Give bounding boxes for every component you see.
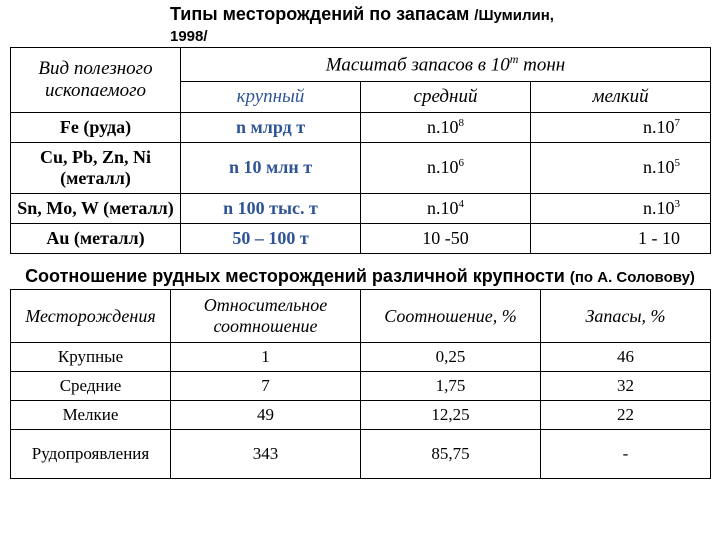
t1-row-small: 1 - 10 [531,223,711,253]
title-table2: Соотношение рудных месторождений различн… [10,266,710,287]
t2-name: Крупные [11,343,171,372]
t1-row-small: n.103 [531,193,711,223]
t2-header-0: Месторождения [11,290,171,343]
t2-pct: 0,25 [361,343,541,372]
t1-header-scale-pre: Масштаб запасов в 10 [326,55,510,76]
t1-subheader-small: мелкий [531,81,711,112]
t2-row: Средние 7 1,75 32 [11,372,711,401]
t1-row: Fe (руда) n млрд т n.108 n.107 [11,112,711,142]
t1-row: Au (металл) 50 – 100 т 10 -50 1 - 10 [11,223,711,253]
t1-row-mid: 10 -50 [361,223,531,253]
t1-header-kind: Вид полезного ископаемого [11,48,181,112]
t1-header-scale-post: тонн [518,55,565,76]
t1-subheader-large: крупный [181,81,361,112]
title1-main: Типы месторождений по запасам [170,4,474,24]
title2-source: (по А. Соловову) [570,269,695,286]
table-deposit-ratio: Месторождения Относительное соотношение … [10,289,711,479]
t2-row: Крупные 1 0,25 46 [11,343,711,372]
t1-row-name: Au (металл) [11,223,181,253]
t2-header-3: Запасы, % [541,290,711,343]
t2-stock: 46 [541,343,711,372]
t1-row-name: Sn, Mo, W (металл) [11,193,181,223]
t1-row-small: n.107 [531,112,711,142]
t1-row-large: 50 – 100 т [181,223,361,253]
t1-row-mid: n.104 [361,193,531,223]
t2-name: Рудопроявления [11,430,171,479]
t1-row-large: n 10 млн т [181,142,361,193]
t1-row-name: Cu, Pb, Zn, Ni (металл) [11,142,181,193]
t2-name: Средние [11,372,171,401]
t1-row-large: n млрд т [181,112,361,142]
t1-row: Sn, Mo, W (металл) n 100 тыс. т n.104 n.… [11,193,711,223]
t2-pct: 85,75 [361,430,541,479]
t2-pct: 1,75 [361,372,541,401]
page: Типы месторождений по запасам /Шумилин, … [0,0,720,479]
title-table1: Типы месторождений по запасам /Шумилин, … [170,4,570,45]
t1-header-scale: Масштаб запасов в 10m тонн [181,48,711,81]
t1-header-kind-l2: ископаемого [45,80,146,101]
t2-rel: 343 [171,430,361,479]
title2-main: Соотношение рудных месторождений различн… [25,266,570,286]
t1-subheader-medium: средний [361,81,531,112]
t1-row-large: n 100 тыс. т [181,193,361,223]
t2-stock: 22 [541,401,711,430]
t1-row-small: n.105 [531,142,711,193]
t2-rel: 7 [171,372,361,401]
t2-stock: - [541,430,711,479]
t1-row-mid: n.108 [361,112,531,142]
t2-row: Рудопроявления 343 85,75 - [11,430,711,479]
t1-header-kind-l1: Вид полезного [38,58,152,79]
t2-row: Мелкие 49 12,25 22 [11,401,711,430]
t1-row: Cu, Pb, Zn, Ni (металл) n 10 млн т n.106… [11,142,711,193]
t2-name: Мелкие [11,401,171,430]
t2-header-2: Соотношение, % [361,290,541,343]
table-deposit-types: Вид полезного ископаемого Масштаб запасо… [10,47,711,253]
t1-row-name: Fe (руда) [11,112,181,142]
t2-rel: 49 [171,401,361,430]
t2-stock: 32 [541,372,711,401]
t2-pct: 12,25 [361,401,541,430]
t2-header-1: Относительное соотношение [171,290,361,343]
t1-row-mid: n.106 [361,142,531,193]
t2-rel: 1 [171,343,361,372]
